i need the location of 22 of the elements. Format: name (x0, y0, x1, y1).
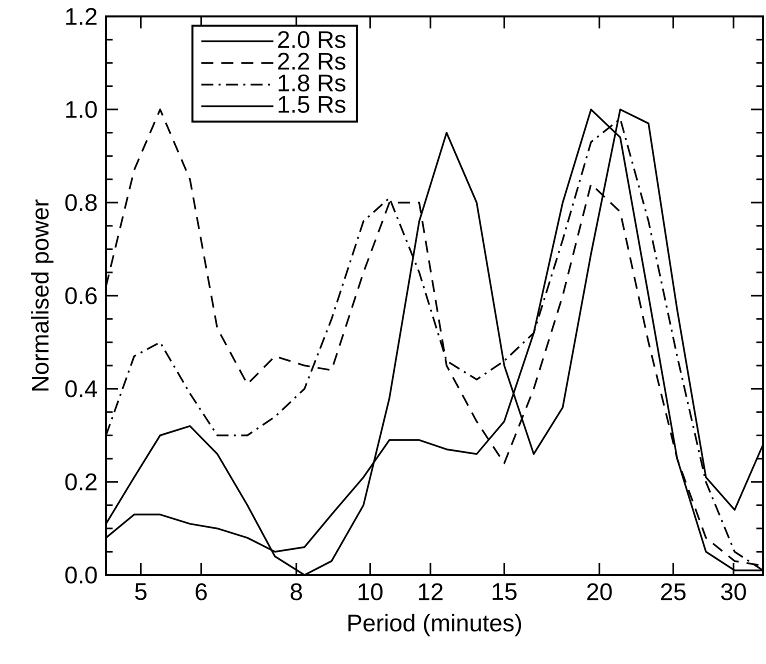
y-tick-label: 0.2 (65, 473, 97, 490)
x-tick-label: 8 (290, 583, 302, 600)
legend-label: 1.8 Rs (278, 74, 346, 92)
y-tick-label: 0.0 (65, 566, 97, 584)
x-tick-label: 15 (492, 583, 517, 600)
x-tick-label: 20 (587, 583, 612, 600)
x-axis-title: Period (minutes) (348, 614, 522, 636)
x-tick-label: 6 (196, 583, 207, 600)
x-tick-label: 5 (135, 583, 147, 600)
y-axis-title: Normalised power (31, 199, 54, 390)
y-tick-label: 1.2 (66, 8, 97, 25)
x-tick-label: 12 (418, 583, 443, 600)
legend-label: 1.5 Rs (278, 96, 346, 113)
x-tick-label: 30 (721, 583, 746, 600)
y-tick-label: 0.6 (65, 287, 97, 304)
y-tick-label: 0.4 (65, 380, 98, 398)
y-tick-label: 0.8 (65, 194, 97, 211)
y-tick-label: 1.0 (66, 100, 97, 118)
legend-label: 2.2 Rs (278, 52, 346, 70)
x-tick-label: 10 (358, 583, 383, 600)
legend-label: 2.0 Rs (278, 30, 346, 48)
x-tick-label: 25 (661, 583, 686, 600)
